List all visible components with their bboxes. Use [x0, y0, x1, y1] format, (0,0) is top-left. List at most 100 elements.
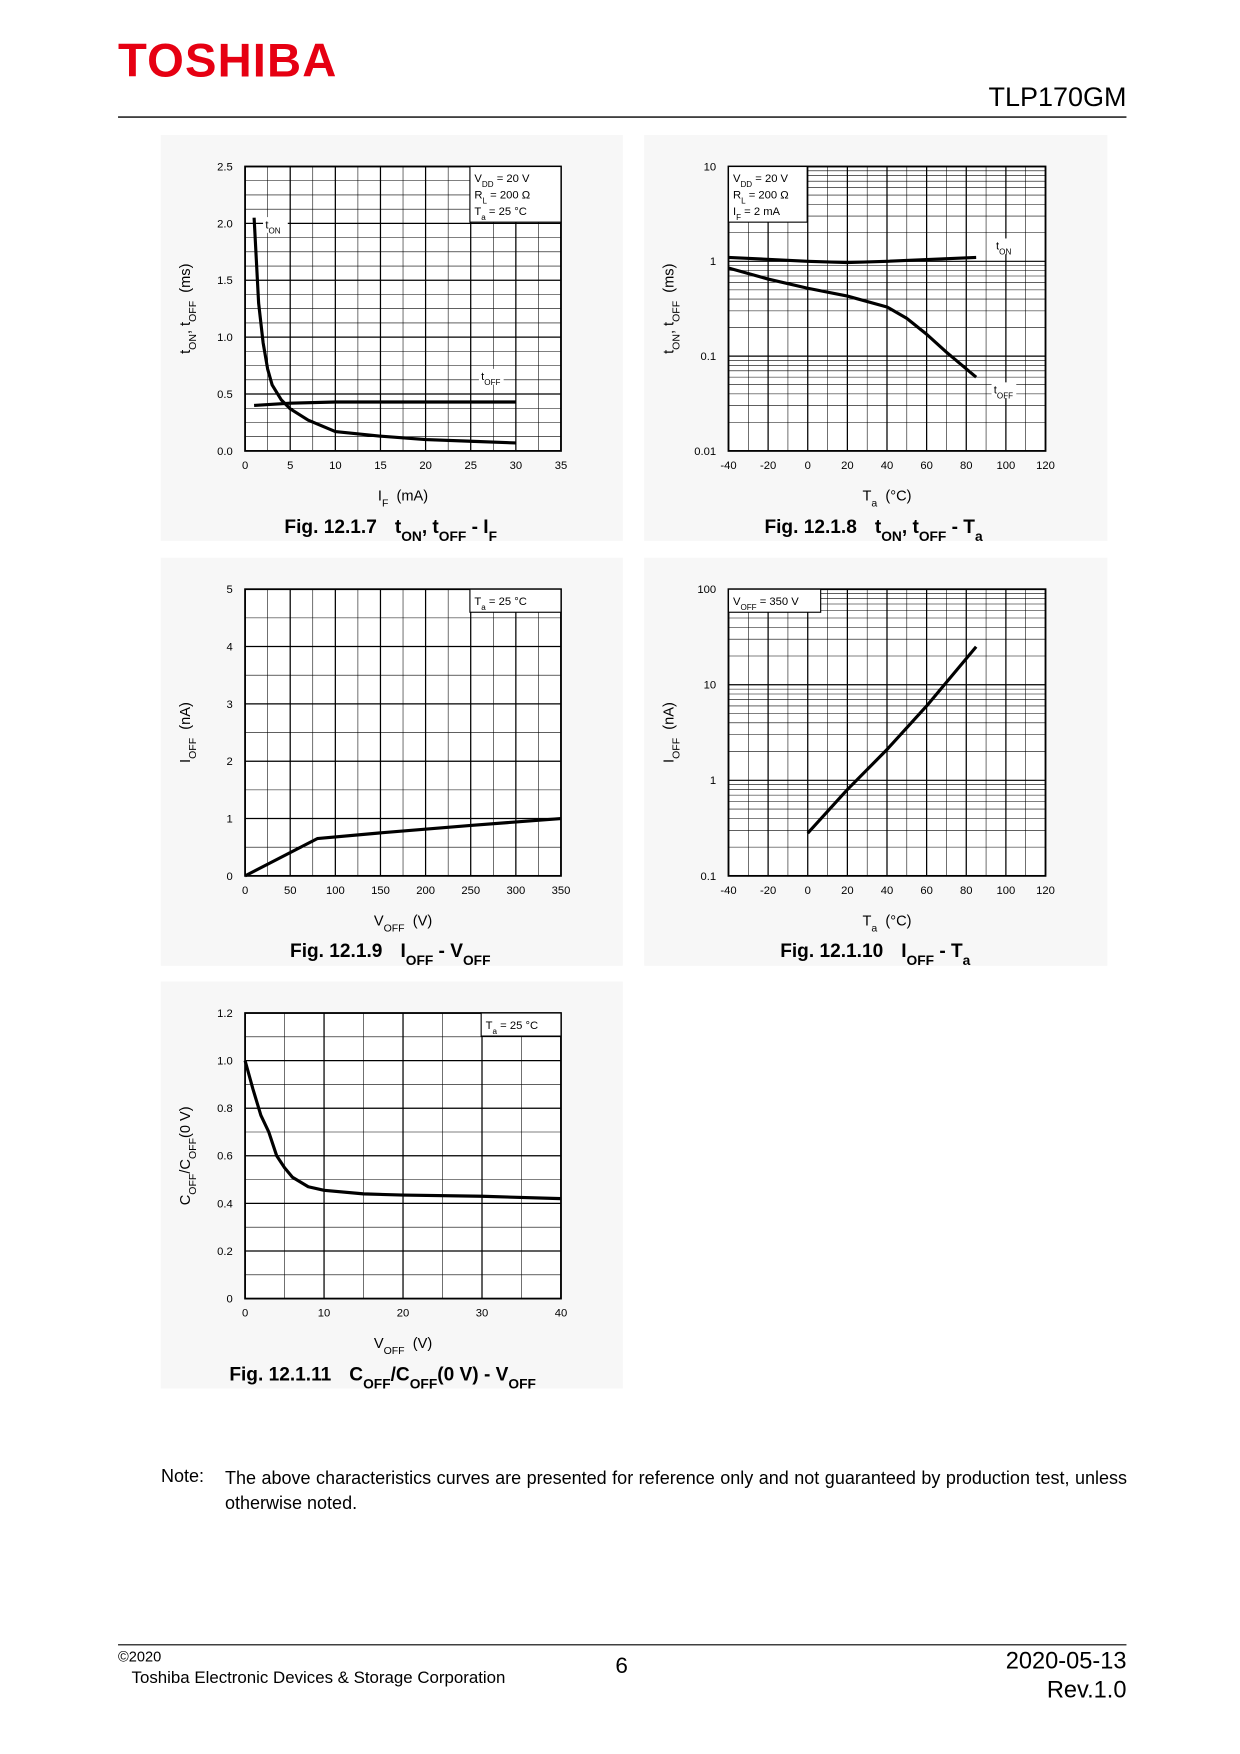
figure-title-part: , t [902, 517, 920, 538]
y-tick-label: 0 [226, 1294, 232, 1306]
figure-title-part: a [963, 952, 971, 967]
x-axis-label-part: OFF [384, 922, 405, 934]
x-tick-label: 30 [476, 1308, 489, 1320]
y-tick-label: 0.0 [217, 446, 233, 458]
condition-part: L [741, 196, 746, 205]
plot-border [244, 588, 562, 877]
y-axis-label-part: (nA) [178, 702, 194, 738]
figure-title-part: OFF [463, 952, 491, 967]
x-tick-label: 20 [841, 460, 854, 472]
y-axis-label-part: ON [187, 334, 199, 350]
y-axis-label-part: OFF [187, 1174, 199, 1195]
x-axis-label-part: T [862, 913, 871, 929]
y-tick-label: 0.4 [217, 1198, 233, 1210]
curve [728, 266, 978, 379]
page-number: 6 [615, 1653, 628, 1678]
x-tick-label: 40 [881, 460, 894, 472]
plot-border [244, 1012, 562, 1300]
condition-part: DD [482, 180, 494, 189]
curve-label-bg [478, 368, 504, 385]
x-tick-label: 0 [805, 885, 811, 897]
condition-part: R [474, 190, 482, 202]
condition-part: L [483, 196, 488, 205]
x-tick-label: 100 [997, 885, 1016, 897]
condition: Ta = 25 °C [474, 206, 526, 221]
x-axis-label: VOFF (V) [374, 1336, 432, 1357]
figure-title-part: OFF [508, 1376, 536, 1391]
y-axis-label: COFF/COFF(0 V) [178, 1106, 199, 1205]
x-axis-label-part: (mA) [388, 488, 428, 504]
x-tick-label: 10 [318, 1308, 331, 1320]
plot-border [244, 165, 562, 452]
condition-part: T [474, 596, 481, 608]
y-axis-label-part: I [661, 759, 677, 763]
y-axis-label-part: t [178, 350, 194, 354]
curve-label-bg [991, 382, 1017, 399]
condition-part: T [474, 206, 481, 218]
x-tick-label: 300 [506, 885, 525, 897]
figure-number: Fig. 12.1.8 [764, 517, 857, 538]
curve-label-part: t [265, 219, 269, 231]
figure-caption: Fig. 12.1.8 tON, tOFF - Ta [764, 517, 983, 543]
x-tick-label: 80 [960, 885, 973, 897]
condition-part: = 350 V [757, 596, 800, 608]
figure-title-part: OFF [439, 528, 467, 543]
y-tick-label: 4 [226, 641, 232, 653]
curve-label-part: OFF [484, 378, 500, 387]
curve-label: tON [265, 219, 280, 234]
x-axis-label-part: T [862, 488, 871, 504]
curve [243, 1060, 562, 1201]
figure-title-part: I [901, 941, 906, 962]
y-tick-label: 0.1 [700, 871, 716, 883]
figure-title: tON, tOFF - IF [395, 517, 497, 543]
condition-part: T [486, 1020, 493, 1032]
curve-label-part: ON [999, 247, 1011, 256]
condition: Ta = 25 °C [474, 596, 526, 611]
y-tick-label: 0.01 [694, 446, 716, 458]
conditions-box [727, 165, 808, 223]
x-axis-label: Ta (°C) [862, 913, 911, 934]
figure-title-part: OFF [907, 952, 935, 967]
y-tick-label: 2.0 [217, 218, 233, 230]
curve [244, 816, 562, 878]
y-axis-label-part: t [661, 350, 677, 354]
y-tick-label: 2.5 [217, 161, 233, 173]
y-tick-label: 1.0 [217, 1056, 233, 1068]
y-axis-label-part: OFF [670, 301, 682, 322]
conditions-box [480, 1012, 562, 1037]
x-axis-label-part: V [374, 1336, 384, 1352]
x-tick-label: 100 [997, 460, 1016, 472]
conditions-box [469, 165, 562, 223]
y-axis-label: tON, tOFF (ms) [661, 264, 682, 354]
company: Toshiba Electronic Devices & Storage Cor… [132, 1668, 506, 1687]
y-tick-label: 0.8 [217, 1103, 233, 1115]
condition: VDD = 20 V [474, 173, 530, 189]
x-tick-label: 120 [1036, 885, 1055, 897]
y-axis-label-part: ON [670, 334, 682, 350]
figure-number: Fig. 12.1.10 [780, 941, 883, 962]
condition: Ta = 25 °C [486, 1020, 538, 1036]
x-tick-label: 350 [552, 885, 571, 897]
x-axis-label: IF (mA) [378, 488, 428, 509]
figure-title-part: ON [401, 528, 422, 543]
x-tick-label: 10 [329, 460, 342, 472]
y-axis-label-part: I [178, 759, 194, 763]
x-tick-label: 20 [841, 885, 854, 897]
curve [806, 645, 978, 835]
x-tick-label: 40 [555, 1308, 568, 1320]
condition: IF = 2 mA [733, 206, 781, 221]
condition-part: R [733, 190, 741, 202]
condition-part: V [474, 173, 482, 185]
figure-caption: Fig. 12.1.11 COFF/COFF(0 V) - VOFF [229, 1365, 536, 1392]
curve-label-bg [993, 238, 1019, 255]
curve-label-part: t [996, 241, 1000, 253]
condition-part: V [733, 596, 741, 608]
x-axis-label-part: OFF [384, 1345, 405, 1357]
condition-part: I [733, 206, 736, 218]
conditions-box [727, 588, 822, 613]
figure-title-part: F [489, 528, 497, 543]
x-tick-label: 30 [510, 460, 523, 472]
figure-title-part: t [875, 517, 882, 538]
x-tick-label: 35 [555, 460, 568, 472]
